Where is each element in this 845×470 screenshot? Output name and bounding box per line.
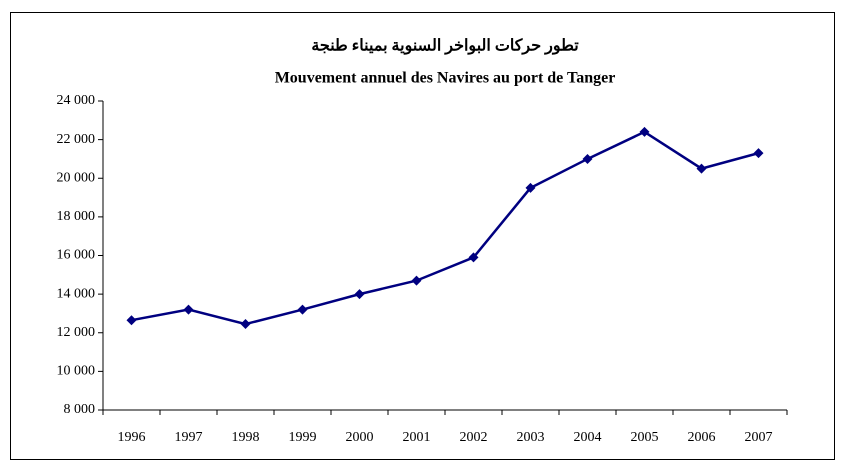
data-point xyxy=(582,153,593,164)
chart-border xyxy=(10,12,835,460)
x-tick-label: 2005 xyxy=(631,430,659,445)
x-tick-label: 2003 xyxy=(517,430,545,445)
y-tick-label: 16 000 xyxy=(57,248,96,263)
y-tick-label: 12 000 xyxy=(57,325,96,340)
x-tick-label: 1998 xyxy=(232,430,260,445)
data-point xyxy=(183,304,194,315)
x-tick-label: 2000 xyxy=(346,430,374,445)
x-tick-label: 2007 xyxy=(745,430,773,445)
y-tick-label: 8 000 xyxy=(64,402,96,417)
chart-title: تطور حركات البواخر السنوية بميناء طنجة xyxy=(311,38,579,56)
data-point xyxy=(354,289,365,300)
y-tick-label: 18 000 xyxy=(57,209,96,224)
y-tick-label: 24 000 xyxy=(57,93,96,108)
y-tick-label: 14 000 xyxy=(57,286,96,301)
data-point xyxy=(525,182,536,193)
y-tick-label: 10 000 xyxy=(57,364,96,379)
chart-subtitle: Mouvement annuel des Navires au port de … xyxy=(275,70,616,87)
x-tick-label: 1997 xyxy=(175,430,203,445)
data-point xyxy=(297,304,308,315)
x-tick-label: 2004 xyxy=(574,430,602,445)
x-tick-label: 2001 xyxy=(403,430,431,445)
x-tick-label: 1999 xyxy=(289,430,317,445)
series-line xyxy=(131,130,759,326)
y-tick-label: 22 000 xyxy=(57,132,96,147)
y-tick-label: 20 000 xyxy=(57,170,96,185)
data-point xyxy=(126,315,137,326)
data-point xyxy=(696,163,707,174)
x-tick-label: 2002 xyxy=(460,430,488,445)
data-point xyxy=(753,148,764,159)
x-tick-label: 1996 xyxy=(118,430,146,445)
data-point xyxy=(411,275,422,286)
data-point xyxy=(639,126,650,137)
data-point xyxy=(468,252,479,263)
x-tick-label: 2006 xyxy=(688,430,716,445)
data-point xyxy=(240,319,251,330)
